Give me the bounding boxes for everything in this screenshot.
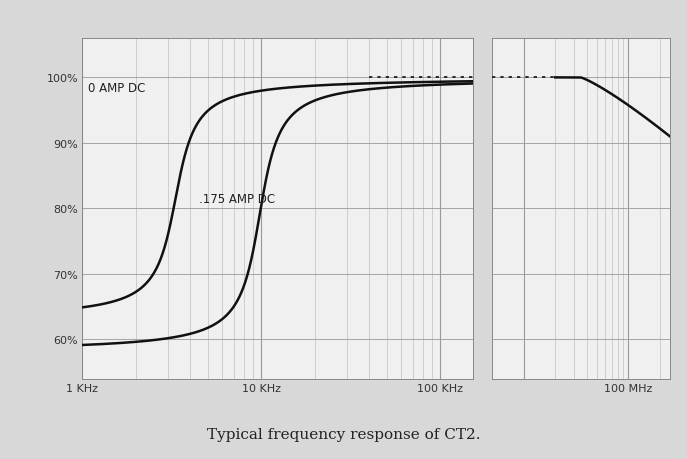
Text: Typical frequency response of CT2.: Typical frequency response of CT2. bbox=[207, 427, 480, 441]
Text: .175 AMP DC: .175 AMP DC bbox=[199, 192, 275, 206]
Text: 0 AMP DC: 0 AMP DC bbox=[88, 81, 145, 95]
